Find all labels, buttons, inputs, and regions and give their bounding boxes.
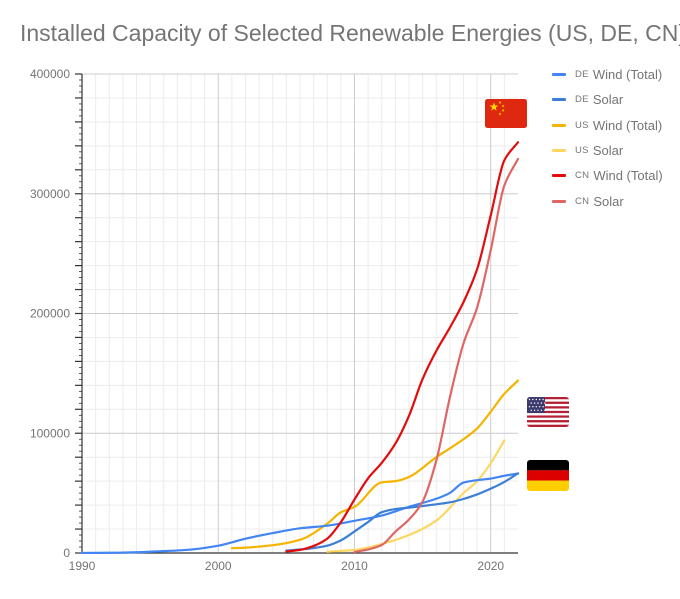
legend-country-code: DE <box>575 69 589 81</box>
grid <box>82 73 518 553</box>
legend: DE Wind (Total) DE Solar US Wind (Total) US Sol… <box>552 62 663 214</box>
legend-swatch <box>552 149 566 153</box>
legend-item: US Solar <box>552 138 663 163</box>
legend-country-code: CN <box>575 170 590 182</box>
legend-item: CN Wind (Total) <box>552 163 663 188</box>
series-line-us-wind <box>230 379 520 550</box>
x-tick-label: 2020 <box>477 559 504 573</box>
legend-label: Wind (Total) <box>592 117 663 133</box>
legend-label: Wind (Total) <box>592 67 663 83</box>
x-tick-label: 2010 <box>341 559 368 573</box>
legend-country-code: DE <box>575 94 589 106</box>
y-tick-label: 100000 <box>30 426 70 440</box>
y-tick-label: 0 <box>63 546 70 560</box>
legend-item: US Wind (Total) <box>552 113 663 138</box>
germany-flag-icon <box>527 460 569 491</box>
series-line-cn-wind <box>285 141 520 553</box>
china-flag-icon <box>485 99 527 128</box>
series-lines <box>80 141 520 555</box>
y-tick-label: 400000 <box>30 67 70 81</box>
chart-title: Installed Capacity of Selected Renewable… <box>20 20 680 46</box>
flags <box>485 99 569 491</box>
legend-country-code: US <box>575 119 589 131</box>
x-tick-label: 1990 <box>69 559 96 573</box>
legend-country-code: CN <box>575 195 590 207</box>
legend-item: DE Wind (Total) <box>552 62 663 87</box>
legend-label: Wind (Total) <box>593 168 663 184</box>
legend-item: CN Solar <box>552 188 663 213</box>
legend-country-code: US <box>575 145 589 157</box>
legend-item: DE Solar <box>552 87 663 112</box>
legend-swatch <box>552 73 566 77</box>
legend-label: Solar <box>593 193 624 209</box>
series-line-cn-solar <box>353 157 520 554</box>
y-tick-label: 200000 <box>30 307 70 321</box>
axes: 0 100000 200000 300000 400000 1990 2000 2010 202… <box>30 67 518 573</box>
legend-swatch <box>552 98 566 102</box>
series-line-de-solar <box>285 472 520 552</box>
series-line-us-solar <box>326 439 506 553</box>
legend-swatch <box>552 123 566 127</box>
legend-swatch <box>552 174 566 178</box>
usa-flag-icon <box>527 397 569 427</box>
legend-swatch <box>552 199 566 203</box>
x-tick-label: 2000 <box>205 559 232 573</box>
y-tick-label: 300000 <box>30 187 70 201</box>
legend-label: Solar <box>592 143 624 159</box>
legend-label: Solar <box>592 92 624 108</box>
